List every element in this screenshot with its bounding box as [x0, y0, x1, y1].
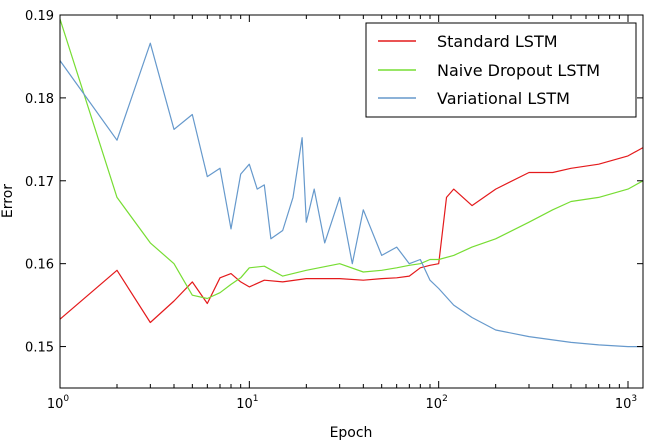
- legend: Standard LSTM Naive Dropout LSTM Variati…: [365, 22, 637, 118]
- x-tick-label: 102: [426, 394, 448, 412]
- series-line-standard-lstm: [59, 147, 644, 324]
- x-tick-label: 100: [47, 394, 70, 412]
- y-tick-label: 0.18: [25, 92, 54, 107]
- legend-label-naive-dropout-lstm: Naive Dropout LSTM: [437, 61, 600, 80]
- x-tick-label: 101: [236, 394, 258, 412]
- legend-label-variational-lstm: Variational LSTM: [437, 89, 570, 108]
- tick-layer: 0.15 0.16 0.17 0.18 0.19 100 101 102 103: [25, 9, 643, 412]
- legend-label-standard-lstm: Standard LSTM: [437, 32, 558, 51]
- y-axis-label: Error: [0, 184, 16, 218]
- x-axis-label: Epoch: [330, 425, 373, 441]
- y-tick-label: 0.15: [25, 341, 54, 356]
- series-layer: [59, 18, 644, 348]
- plot-area-frame: [59, 14, 644, 389]
- y-tick-label: 0.17: [25, 175, 54, 190]
- y-tick-label: 0.16: [25, 258, 54, 273]
- x-tick-label: 103: [615, 394, 637, 412]
- series-line-naive-dropout-lstm: [59, 18, 644, 300]
- y-tick-label: 0.19: [25, 9, 54, 24]
- series-line-variational-lstm: [59, 42, 643, 348]
